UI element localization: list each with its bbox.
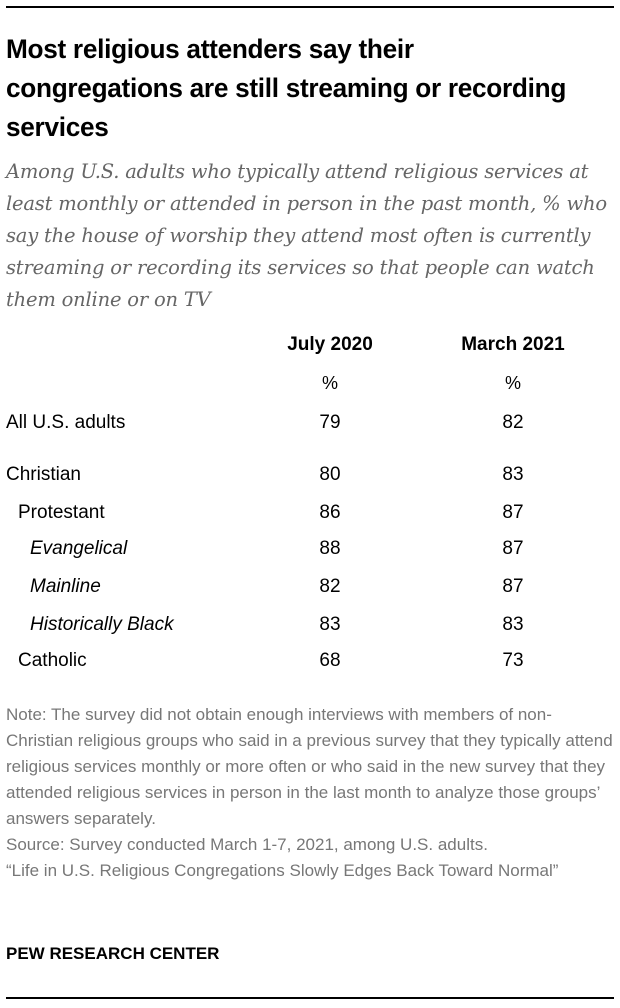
table-row: Christian 80 83 (0, 464, 620, 490)
row-label: Mainline (30, 576, 101, 597)
column-header-july-2020: July 2020 (287, 334, 373, 355)
row-label: Evangelical (30, 538, 128, 559)
row-label: Christian (6, 464, 81, 485)
cell-value: 87 (502, 538, 524, 559)
row-label: Catholic (18, 650, 87, 671)
cell-value: 83 (502, 614, 524, 635)
report-title: “Life in U.S. Religious Congregations Sl… (6, 861, 559, 880)
chart-title: Most religious attenders say their congr… (6, 34, 567, 142)
unit-label: % (504, 373, 521, 393)
cell-value: 79 (319, 412, 341, 433)
footnote: Note: The survey did not obtain enough i… (6, 702, 616, 884)
unit-label: % (321, 373, 338, 393)
cell-value: 80 (319, 464, 341, 485)
cell-value: 82 (319, 576, 341, 597)
cell-value: 83 (502, 464, 524, 485)
column-header-march-2021: March 2021 (461, 334, 565, 355)
cell-value: 86 (319, 502, 341, 523)
cell-value: 68 (319, 650, 341, 671)
table-row: All U.S. adults 79 82 (0, 412, 620, 438)
table-row: Historically Black 83 83 (0, 614, 620, 640)
row-label: All U.S. adults (6, 412, 126, 433)
table-row: Evangelical 88 87 (0, 538, 620, 564)
chart-subtitle: Among U.S. adults who typically attend r… (6, 160, 607, 311)
row-label: Protestant (18, 502, 105, 523)
table-row: Mainline 82 87 (0, 576, 620, 602)
cell-value: 83 (319, 614, 341, 635)
cell-value: 87 (502, 576, 524, 597)
table-row: Catholic 68 73 (0, 650, 620, 676)
cell-value: 73 (502, 650, 524, 671)
brand-logo-text: PEW RESEARCH CENTER (6, 944, 220, 963)
table-row: Protestant 86 87 (0, 502, 620, 528)
top-rule (6, 6, 614, 8)
row-label: Historically Black (30, 614, 174, 635)
note-text: Note: The survey did not obtain enough i… (6, 705, 613, 828)
cell-value: 82 (502, 412, 524, 433)
cell-value: 88 (319, 538, 341, 559)
source-text: Source: Survey conducted March 1-7, 2021… (6, 835, 488, 854)
cell-value: 87 (502, 502, 524, 523)
bottom-rule (6, 997, 614, 999)
